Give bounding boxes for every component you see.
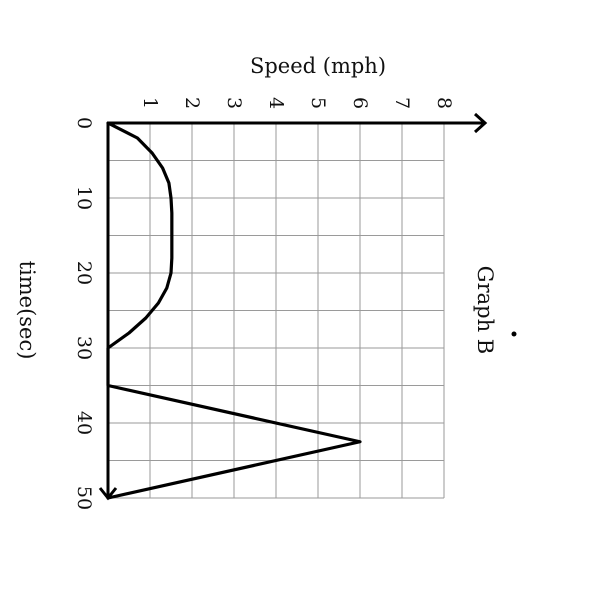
grid — [108, 123, 445, 499]
y-axis-label: Speed (mph) — [250, 54, 386, 78]
speed-series-line — [106, 121, 362, 500]
speed-tick-label: 2 — [181, 97, 203, 109]
speed-tick-label: 8 — [433, 97, 455, 109]
speed-tick-label: 6 — [349, 97, 371, 109]
series — [106, 121, 362, 500]
speed-tick-label: 4 — [265, 97, 287, 109]
speed-tick-label: 7 — [391, 97, 413, 109]
speed-tick-label: 3 — [223, 97, 245, 109]
time-tick-label: 20 — [73, 261, 95, 285]
time-tick-label: 0 — [73, 117, 95, 129]
speed-tick-label: 5 — [307, 97, 329, 109]
tick-labels: 1 2 3 4 5 6 7 8 0 10 20 30 40 50 — [73, 97, 455, 510]
time-tick-label: 10 — [73, 186, 95, 210]
time-tick-label: 40 — [73, 411, 95, 435]
time-tick-label: 50 — [73, 486, 95, 510]
speed-axis-arrow — [473, 112, 488, 134]
chart-title: Graph B — [473, 266, 497, 354]
time-tick-label: 30 — [73, 336, 95, 360]
x-axis-label: time(sec) — [15, 261, 39, 360]
speed-tick-label: 1 — [139, 97, 161, 109]
title-dot — [511, 331, 517, 337]
